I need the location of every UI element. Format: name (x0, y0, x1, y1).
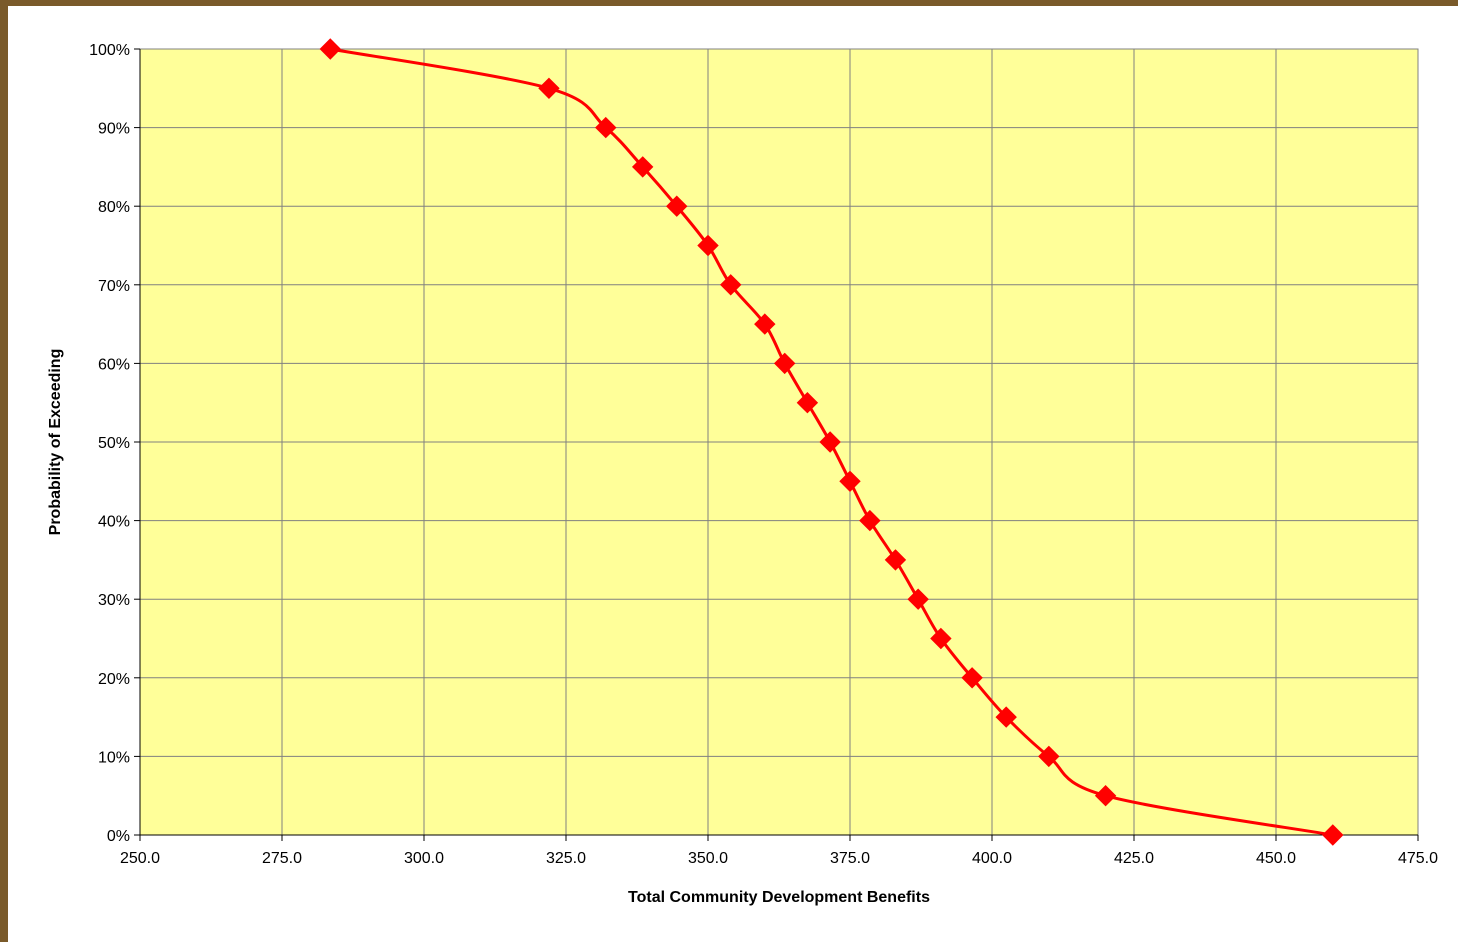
y-axis: 0% 10% 20% 30% 40% 50% 60% 70% 80% 90% 100% (89, 42, 141, 845)
data-point-marker (773, 352, 796, 375)
data-point-marker (961, 667, 983, 689)
data-point-marker (859, 509, 881, 532)
data-point-marker (1322, 824, 1344, 846)
data-point-marker (754, 313, 776, 335)
x-tick-label: 275.0 (262, 850, 302, 867)
y-tick-label: 30% (98, 592, 130, 609)
data-point-marker (1038, 745, 1060, 768)
x-axis-title: Total Community Development Benefits (628, 889, 930, 906)
y-tick-label: 80% (98, 199, 130, 216)
data-point-marker (1094, 784, 1117, 807)
y-tick-label: 70% (98, 278, 130, 295)
data-point-marker (907, 588, 929, 610)
data-point-marker (697, 234, 719, 257)
data-point-marker (884, 549, 907, 571)
x-tick-label: 350.0 (688, 850, 728, 867)
series (319, 38, 1344, 846)
x-tick-label: 450.0 (1256, 850, 1296, 867)
y-axis-title: Probability of Exceeding (47, 349, 64, 536)
y-tick-label: 90% (98, 121, 130, 138)
data-point-marker (595, 116, 617, 139)
y-tick-label: 100% (89, 42, 130, 59)
y-tick-label: 10% (98, 749, 130, 766)
x-axis: 250.0 275.0 300.0 325.0 350.0 375.0 400.0 425.0… (120, 834, 1438, 867)
y-tick-label: 0% (107, 828, 130, 845)
data-point-marker (796, 391, 819, 414)
data-point-marker (839, 470, 861, 493)
x-tick-label: 400.0 (972, 850, 1012, 867)
x-tick-label: 375.0 (830, 850, 870, 867)
chart: 0%10%20%30%40%50%60%70%80%90%100% 250.0 2… (47, 38, 1438, 906)
y-tick-label: 50% (98, 435, 130, 452)
y-tick-label: 40% (98, 514, 130, 531)
data-point-marker (666, 195, 688, 217)
data-point-marker (631, 156, 654, 178)
x-tick-label: 300.0 (404, 850, 444, 867)
data-point-marker (319, 38, 341, 60)
x-tick-label: 425.0 (1114, 850, 1154, 867)
data-point-marker (930, 627, 952, 650)
chart-frame: 0% 10% 20% 30% 40% 50% 60% 70% 80% 90% 100% 250.0 2… (8, 6, 1458, 942)
data-point-marker (819, 431, 841, 453)
x-tick-label: 250.0 (120, 850, 160, 867)
y-tick-label: 20% (98, 671, 130, 688)
data-point-marker (720, 274, 742, 296)
data-point-marker (538, 77, 560, 100)
data-point-marker (995, 706, 1017, 728)
x-tick-label: 325.0 (546, 850, 586, 867)
y-tick-label: 60% (98, 356, 130, 373)
x-tick-label: 475.0 (1398, 850, 1438, 867)
